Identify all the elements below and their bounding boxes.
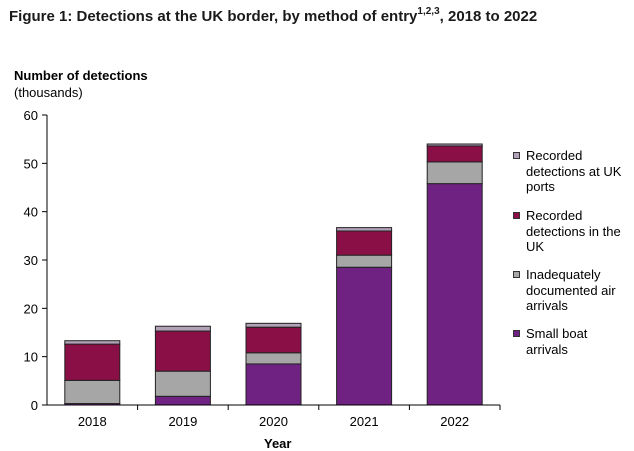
figure-title-superscript: 1,2,3 bbox=[417, 6, 440, 17]
figure-title-text: Figure 1: Detections at the UK border, b… bbox=[9, 8, 418, 25]
figure-title-suffix: , 2018 to 2022 bbox=[439, 8, 538, 25]
figure-title: Figure 1: Detections at the UK border, b… bbox=[9, 6, 538, 25]
bar-2018-series-2 bbox=[64, 343, 121, 381]
bar-2020-series-3 bbox=[245, 322, 302, 328]
bar-2018-series-1 bbox=[64, 379, 121, 405]
bar-2021-series-1 bbox=[336, 254, 393, 268]
legend-swatch-ports bbox=[513, 152, 520, 159]
x-axis-label: Year bbox=[264, 436, 292, 451]
legend-label-ports: Recorded detections at UK ports bbox=[526, 148, 622, 194]
x-tick-label-2018: 2018 bbox=[78, 414, 107, 429]
bar-2022-series-0 bbox=[426, 183, 483, 406]
bar-2021-series-0 bbox=[336, 266, 393, 406]
bar-2020-series-0 bbox=[245, 363, 302, 406]
x-tick-label-2020: 2020 bbox=[259, 414, 288, 429]
legend-swatch-in-uk bbox=[513, 212, 520, 219]
x-tick-label-2022: 2022 bbox=[440, 414, 469, 429]
y-tick-label-40: 40 bbox=[24, 205, 38, 220]
bar-2021-series-2 bbox=[336, 230, 393, 256]
y-tick-label-20: 20 bbox=[24, 301, 38, 316]
legend-label-small-boat: Small boat arrivals bbox=[526, 326, 588, 357]
legend-swatch-small-boat bbox=[513, 330, 520, 337]
x-tick-label-2019: 2019 bbox=[168, 414, 197, 429]
y-tick-label-30: 30 bbox=[24, 253, 38, 268]
legend-label-in-uk: Recorded detections in the UK bbox=[526, 208, 621, 254]
legend-swatch-air bbox=[513, 271, 520, 278]
bar-2020-series-1 bbox=[245, 352, 302, 365]
bar-2018-series-3 bbox=[64, 340, 121, 345]
bar-2020-series-2 bbox=[245, 326, 302, 354]
bar-2019-series-2 bbox=[154, 330, 211, 372]
bar-2019-series-1 bbox=[154, 370, 211, 397]
bar-2022-series-3 bbox=[426, 143, 483, 147]
bar-2019-series-0 bbox=[154, 395, 211, 406]
y-tick-label-10: 10 bbox=[24, 350, 38, 365]
bar-2022-series-2 bbox=[426, 145, 483, 163]
y-tick-label-60: 60 bbox=[24, 108, 38, 123]
y-axis-label: Number of detections (thousands) bbox=[14, 67, 148, 101]
y-axis-label-main: Number of detections bbox=[14, 68, 148, 83]
bar-2019-series-3 bbox=[154, 325, 211, 332]
x-tick-label-2021: 2021 bbox=[350, 414, 379, 429]
bar-2021-series-3 bbox=[336, 227, 393, 232]
bar-2022-series-1 bbox=[426, 161, 483, 185]
y-tick-label-0: 0 bbox=[31, 398, 38, 413]
y-axis-label-sub: (thousands) bbox=[14, 85, 83, 100]
y-tick-label-50: 50 bbox=[24, 156, 38, 171]
legend-label-air: Inadequately documented air arrivals bbox=[526, 267, 616, 313]
